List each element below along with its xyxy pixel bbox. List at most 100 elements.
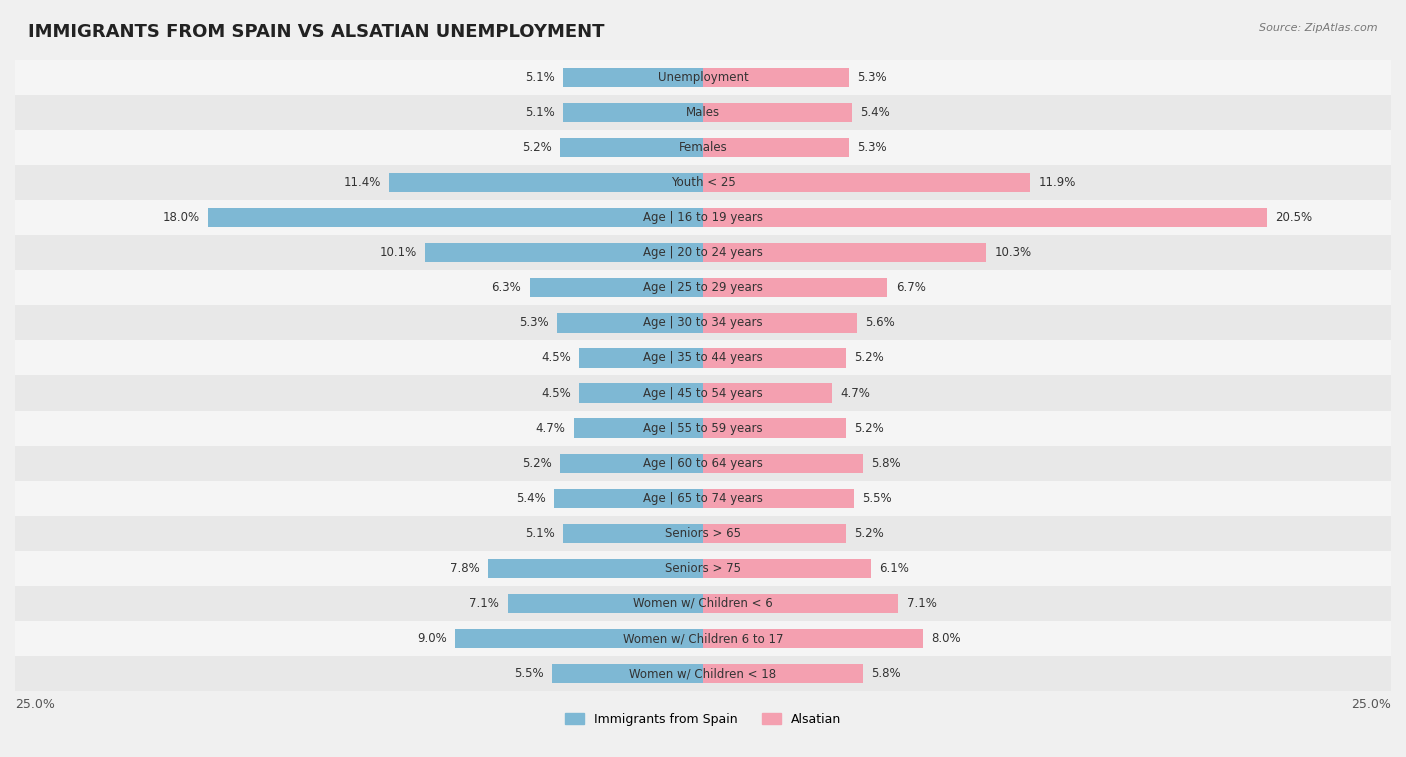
Bar <box>15 270 1391 305</box>
Text: 5.6%: 5.6% <box>865 316 896 329</box>
Text: 4.7%: 4.7% <box>536 422 565 435</box>
Text: 4.5%: 4.5% <box>541 351 571 364</box>
Text: 4.5%: 4.5% <box>541 387 571 400</box>
Text: 5.1%: 5.1% <box>524 71 554 84</box>
Text: 5.2%: 5.2% <box>855 351 884 364</box>
Text: 9.0%: 9.0% <box>418 632 447 645</box>
Bar <box>557 313 703 332</box>
Bar <box>15 235 1391 270</box>
Text: Seniors > 65: Seniors > 65 <box>665 527 741 540</box>
Bar <box>425 243 703 263</box>
Text: Women w/ Children 6 to 17: Women w/ Children 6 to 17 <box>623 632 783 645</box>
Bar <box>703 419 846 438</box>
Bar <box>703 453 863 473</box>
Bar <box>15 130 1391 165</box>
Text: Women w/ Children < 18: Women w/ Children < 18 <box>630 667 776 680</box>
Bar <box>530 278 703 298</box>
Bar <box>703 243 987 263</box>
Bar <box>562 103 703 122</box>
Bar <box>488 559 703 578</box>
Bar <box>208 208 703 227</box>
Text: Age | 30 to 34 years: Age | 30 to 34 years <box>643 316 763 329</box>
Bar <box>703 173 1031 192</box>
Bar <box>703 348 846 368</box>
Text: 5.1%: 5.1% <box>524 106 554 119</box>
Text: 20.5%: 20.5% <box>1275 211 1313 224</box>
Bar <box>703 103 852 122</box>
Text: 7.8%: 7.8% <box>450 562 479 575</box>
Text: 5.1%: 5.1% <box>524 527 554 540</box>
Bar <box>15 656 1391 691</box>
Bar <box>15 165 1391 200</box>
Text: Age | 20 to 24 years: Age | 20 to 24 years <box>643 246 763 259</box>
Text: IMMIGRANTS FROM SPAIN VS ALSATIAN UNEMPLOYMENT: IMMIGRANTS FROM SPAIN VS ALSATIAN UNEMPL… <box>28 23 605 41</box>
Bar <box>456 629 703 648</box>
Bar <box>560 138 703 157</box>
Text: Age | 35 to 44 years: Age | 35 to 44 years <box>643 351 763 364</box>
Text: Age | 25 to 29 years: Age | 25 to 29 years <box>643 282 763 294</box>
Bar <box>15 516 1391 551</box>
Bar <box>15 586 1391 621</box>
Bar <box>703 524 846 543</box>
Bar <box>579 348 703 368</box>
Bar <box>703 488 855 508</box>
Text: 10.1%: 10.1% <box>380 246 416 259</box>
Bar <box>15 446 1391 481</box>
Text: 5.8%: 5.8% <box>870 667 900 680</box>
Text: Unemployment: Unemployment <box>658 71 748 84</box>
Text: Women w/ Children < 6: Women w/ Children < 6 <box>633 597 773 610</box>
Text: 6.7%: 6.7% <box>896 282 925 294</box>
Bar <box>703 629 924 648</box>
Bar <box>15 410 1391 446</box>
Bar <box>15 375 1391 410</box>
Text: 8.0%: 8.0% <box>931 632 962 645</box>
Text: 11.9%: 11.9% <box>1039 176 1076 189</box>
Text: 5.5%: 5.5% <box>513 667 543 680</box>
Text: Age | 65 to 74 years: Age | 65 to 74 years <box>643 492 763 505</box>
Text: 5.2%: 5.2% <box>522 141 551 154</box>
Bar <box>703 559 870 578</box>
Text: Youth < 25: Youth < 25 <box>671 176 735 189</box>
Bar <box>703 593 898 613</box>
Text: 5.3%: 5.3% <box>858 71 887 84</box>
Bar <box>15 60 1391 95</box>
Text: 5.2%: 5.2% <box>855 422 884 435</box>
Bar <box>15 341 1391 375</box>
Bar <box>703 278 887 298</box>
Text: 6.1%: 6.1% <box>879 562 910 575</box>
Bar <box>508 593 703 613</box>
Bar <box>389 173 703 192</box>
Text: Seniors > 75: Seniors > 75 <box>665 562 741 575</box>
Text: 5.2%: 5.2% <box>522 456 551 469</box>
Bar <box>562 524 703 543</box>
Text: Age | 55 to 59 years: Age | 55 to 59 years <box>643 422 763 435</box>
Text: 25.0%: 25.0% <box>15 698 55 711</box>
Bar <box>15 305 1391 341</box>
Text: Age | 45 to 54 years: Age | 45 to 54 years <box>643 387 763 400</box>
Legend: Immigrants from Spain, Alsatian: Immigrants from Spain, Alsatian <box>560 708 846 731</box>
Bar <box>562 68 703 87</box>
Text: 4.7%: 4.7% <box>841 387 870 400</box>
Bar <box>703 68 849 87</box>
Text: 10.3%: 10.3% <box>994 246 1032 259</box>
Text: Age | 16 to 19 years: Age | 16 to 19 years <box>643 211 763 224</box>
Text: 5.3%: 5.3% <box>519 316 548 329</box>
Bar <box>15 200 1391 235</box>
Bar <box>703 138 849 157</box>
Bar <box>551 664 703 684</box>
Text: 5.2%: 5.2% <box>855 527 884 540</box>
Text: 5.8%: 5.8% <box>870 456 900 469</box>
Text: 7.1%: 7.1% <box>907 597 936 610</box>
Text: Males: Males <box>686 106 720 119</box>
Text: 7.1%: 7.1% <box>470 597 499 610</box>
Text: Age | 60 to 64 years: Age | 60 to 64 years <box>643 456 763 469</box>
Bar <box>560 453 703 473</box>
Bar <box>15 621 1391 656</box>
Text: 5.5%: 5.5% <box>863 492 893 505</box>
Bar <box>554 488 703 508</box>
Bar <box>703 383 832 403</box>
Text: 25.0%: 25.0% <box>1351 698 1391 711</box>
Bar <box>574 419 703 438</box>
Text: 5.4%: 5.4% <box>516 492 546 505</box>
Bar <box>15 95 1391 130</box>
